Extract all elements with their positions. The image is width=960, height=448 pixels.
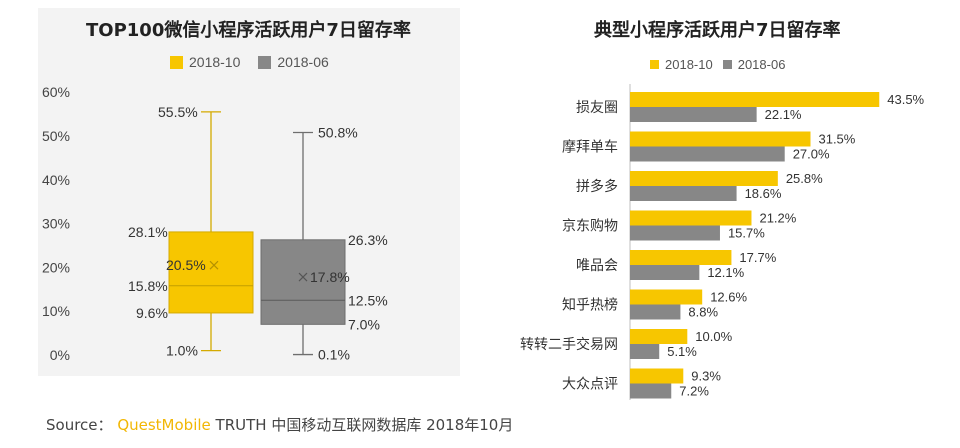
bar-value-label: 10.0%: [695, 329, 732, 344]
category-label: 大众点评: [562, 377, 618, 393]
bar-value-label: 25.8%: [786, 171, 823, 186]
bar-2018-10: [630, 210, 752, 226]
category-label: 转转二手交易网: [520, 336, 618, 353]
box-2018-10: [168, 231, 254, 314]
legend-label: 2018-10: [665, 57, 713, 72]
category-label: 知乎热榜: [562, 297, 618, 314]
bar-value-label: 8.8%: [688, 305, 718, 320]
legend-item-2018-06: 2018-06: [258, 54, 329, 70]
label-max: 50.8%: [318, 124, 358, 140]
bar-2018-10: [630, 250, 732, 265]
source-line: Source： QuestMobile TRUTH 中国移动互联网数据库 201…: [46, 414, 513, 435]
y-tick-label: 10%: [42, 303, 70, 319]
bar-value-label: 12.6%: [710, 290, 747, 305]
label-max: 55.5%: [158, 104, 198, 120]
category-label: 拼多多: [576, 178, 618, 195]
bar-2018-10: [630, 289, 703, 305]
bar-value-label: 7.2%: [679, 384, 709, 399]
boxplot-legend: 2018-10 2018-06: [170, 54, 347, 70]
label-q3: 26.3%: [348, 232, 388, 248]
y-tick-label: 50%: [42, 128, 70, 144]
source-suffix: TRUTH 中国移动互联网数据库 2018年10月: [215, 416, 514, 434]
bar-value-label: 18.6%: [745, 186, 782, 201]
legend-swatch: [722, 60, 732, 69]
bar-2018-10: [630, 368, 684, 384]
legend-label: 2018-06: [277, 54, 329, 70]
bar-chart: 损友圈 43.5% 22.1% 摩拜单车 31.5%27.0% 拼多多 25.8% 18.6%…: [520, 84, 925, 400]
bar-2018-06: [630, 186, 737, 201]
bar-value-label: 9.3%: [691, 369, 721, 384]
bar-value-label: 12.1%: [707, 265, 744, 280]
legend-swatch: [258, 55, 272, 69]
y-tick-label: 0%: [50, 347, 70, 363]
legend-item-2018-10: 2018-10: [650, 57, 713, 72]
boxplot-title: TOP100微信小程序活跃用户7日留存率: [86, 20, 411, 41]
label-min: 0.1%: [318, 347, 350, 363]
bar-value-label: 27.0%: [793, 147, 830, 162]
legend-item-2018-10: 2018-10: [170, 54, 240, 70]
y-tick-label: 30%: [42, 216, 70, 232]
bar-2018-06: [630, 107, 757, 122]
legend-label: 2018-06: [737, 57, 786, 72]
label-min: 1.0%: [166, 343, 198, 359]
legend-label: 2018-10: [189, 54, 241, 70]
label-mean: 20.5%: [166, 257, 206, 273]
label-q1: 9.6%: [136, 305, 168, 321]
bar-legend: 2018-10 2018-06: [650, 57, 803, 72]
bar-value-label: 17.7%: [739, 250, 776, 265]
mean-marker: [298, 272, 308, 282]
bar-value-label: 31.5%: [818, 132, 855, 147]
bar-2018-06: [630, 146, 785, 162]
bar-value-label: 21.2%: [759, 211, 796, 226]
bar-2018-06: [630, 344, 660, 359]
label-mean: 17.8%: [310, 269, 350, 285]
boxplot-chart: 60% 50% 40% 30% 20% 10% 0% 55.5% 28.1% 15.8% 20.5%…: [42, 84, 388, 363]
bar-value-label: 43.5%: [887, 92, 924, 107]
label-median: 12.5%: [348, 292, 388, 308]
boxplot-panel: [38, 8, 460, 376]
label-median: 15.8%: [128, 278, 168, 294]
bar-2018-06: [630, 225, 720, 241]
label-q1: 7.0%: [348, 316, 380, 332]
category-label: 损友圈: [576, 100, 618, 116]
y-tick-label: 60%: [42, 84, 70, 100]
box-2018-06: [260, 239, 346, 325]
legend-swatch: [170, 55, 183, 69]
source-prefix: Source：: [46, 416, 113, 434]
y-tick-label: 20%: [42, 259, 70, 275]
category-label: 京东购物: [562, 219, 618, 235]
bar-2018-10: [630, 329, 688, 344]
category-label: 唯品会: [576, 258, 618, 274]
bar-value-label: 22.1%: [765, 107, 802, 122]
legend-swatch: [650, 60, 659, 69]
legend-item-2018-06: 2018-06: [722, 57, 786, 72]
category-label: 摩拜单车: [562, 139, 618, 156]
bar-value-label: 15.7%: [728, 226, 765, 241]
y-tick-label: 40%: [42, 172, 70, 188]
bar-value-label: 5.1%: [667, 344, 697, 359]
bar-2018-10: [630, 131, 811, 147]
bar-2018-10: [630, 92, 880, 107]
label-q3: 28.1%: [128, 224, 168, 240]
bar-2018-06: [630, 304, 681, 320]
bar-2018-10: [630, 171, 778, 186]
bar-title: 典型小程序活跃用户7日留存率: [594, 20, 841, 41]
bar-2018-06: [630, 383, 672, 399]
mean-marker: [209, 260, 219, 270]
source-brand: QuestMobile: [117, 416, 211, 434]
bar-2018-06: [630, 265, 700, 280]
